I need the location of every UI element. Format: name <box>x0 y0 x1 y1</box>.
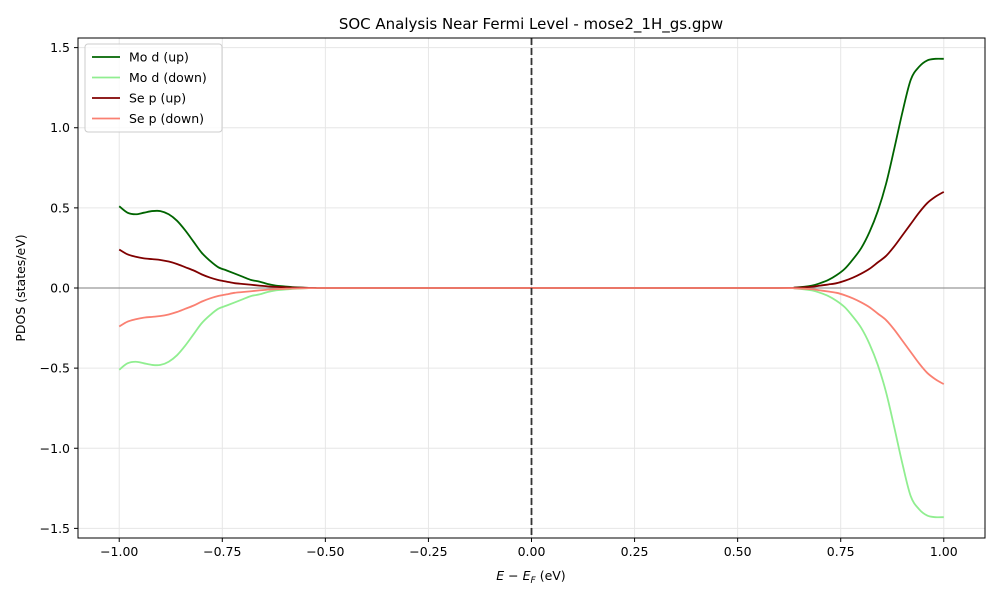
y-tick-label: −0.5 <box>40 361 70 376</box>
x-tick-label: 1.00 <box>930 544 958 559</box>
x-tick-label: 0.50 <box>724 544 752 559</box>
legend-label: Mo d (down) <box>129 70 207 85</box>
legend-label: Se p (up) <box>129 91 186 106</box>
legend-label: Se p (down) <box>129 111 204 126</box>
x-tick-label: −0.50 <box>306 544 344 559</box>
chart-title: SOC Analysis Near Fermi Level - mose2_1H… <box>339 15 723 34</box>
y-tick-label: 0.0 <box>50 281 70 296</box>
x-tick-label: 0.75 <box>827 544 855 559</box>
x-label-e2: E <box>523 568 531 583</box>
y-tick-label: 1.0 <box>50 120 70 135</box>
legend: Mo d (up) Mo d (down) Se p (up) Se p (down) <box>84 43 223 133</box>
y-tick-label: −1.5 <box>40 521 70 536</box>
x-label-e: E <box>496 568 504 583</box>
x-tick-label: 0.25 <box>621 544 649 559</box>
y-tick-label: 0.5 <box>50 200 70 215</box>
x-tick-label: −0.25 <box>409 544 447 559</box>
legend-items: Mo d (up) Mo d (down) Se p (up) Se p (down) <box>92 50 207 126</box>
x-axis-label: E − EF (eV) <box>496 568 565 586</box>
x-tick-label: 0.00 <box>518 544 546 559</box>
x-axis-ticks: −1.00 −0.75 −0.50 −0.25 0.00 0.25 0.50 0.75 1.00 <box>100 538 958 559</box>
x-label-subscript: F <box>531 576 537 586</box>
y-axis-label: PDOS (states/eV) <box>13 234 28 341</box>
y-tick-label: −1.0 <box>40 441 70 456</box>
y-axis-ticks: −1.5 −1.0 −0.5 0.0 0.5 1.0 1.5 <box>40 40 78 536</box>
x-label-unit: (eV) <box>536 568 566 583</box>
series-line <box>118 287 945 385</box>
legend-box <box>84 43 223 133</box>
series-lines <box>118 38 945 538</box>
legend-label: Mo d (up) <box>129 50 189 65</box>
x-tick-label: −0.75 <box>203 544 241 559</box>
y-tick-label: 1.5 <box>50 40 70 55</box>
x-label-minus: − <box>504 568 522 583</box>
x-tick-label: −1.00 <box>100 544 138 559</box>
